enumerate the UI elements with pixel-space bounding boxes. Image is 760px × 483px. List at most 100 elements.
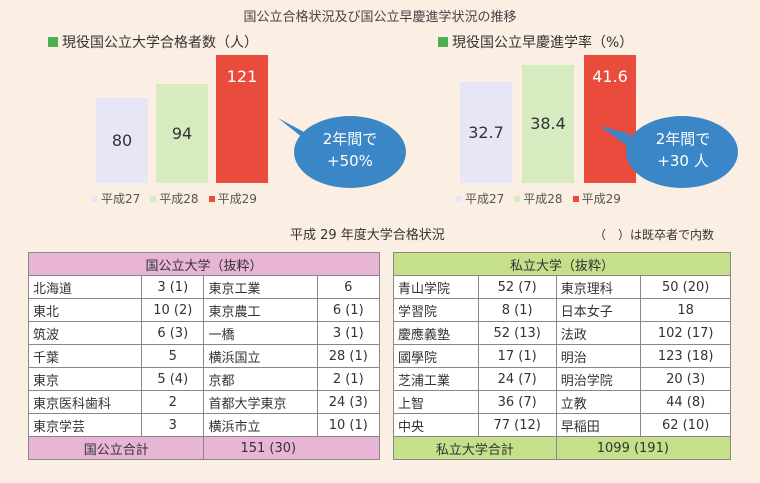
pass-count: 24 (3) xyxy=(316,390,380,414)
chart1-legend: 平成27 平成28 平成29 xyxy=(92,190,257,207)
university-name: 東京 xyxy=(27,367,143,391)
university-name: 横浜国立 xyxy=(203,344,318,368)
chart2-callout-line1: 2年間で xyxy=(655,130,711,148)
table-row: 上智 36 (7) 立教 44 (8) xyxy=(393,390,731,414)
university-name: 上智 xyxy=(393,390,479,414)
pass-count: 2 (1) xyxy=(316,367,380,391)
table-section-title: 平成 29 年度大学合格状況 xyxy=(290,228,445,243)
university-name: 東京工業 xyxy=(203,275,318,299)
pass-count: 17 (1) xyxy=(477,344,557,368)
university-name: 東京農工 xyxy=(203,298,318,322)
chart1-title: 現役国公立大学合格者数（人） xyxy=(48,32,258,52)
pass-count: 44 (8) xyxy=(640,390,731,414)
chart2-callout-line2: +30 人 xyxy=(657,152,709,170)
pass-count: 3 (1) xyxy=(141,275,205,299)
university-name: 明治 xyxy=(555,344,642,368)
university-name: 東北 xyxy=(27,298,143,322)
university-name: 東京理科 xyxy=(555,275,642,299)
page-title: 国公立合格状況及び国公立早慶進学状況の推移 xyxy=(243,10,517,25)
chart1-bar-0: 80 xyxy=(96,98,148,183)
legend-swatch xyxy=(92,196,98,202)
private-total-label: 私立大学合計 xyxy=(393,436,557,460)
private-table-header: 私立大学（抜粋） xyxy=(393,252,731,276)
chart2-bar-1: 38.4 xyxy=(522,64,574,183)
table-section-note: （ ）は既卒者で内数 xyxy=(594,228,715,242)
legend-label: 平成28 xyxy=(523,192,563,206)
pass-count: 24 (7) xyxy=(477,367,557,391)
university-name: 首都大学東京 xyxy=(203,390,318,414)
national-university-table: 国公立大学（抜粋） 北海道 3 (1) 東京工業 6 東北 10 (2) 東京農工 6 (1)… xyxy=(27,252,380,460)
pass-count: 52 (13) xyxy=(477,321,557,345)
legend-label: 平成27 xyxy=(101,192,141,206)
university-name: 京都 xyxy=(203,367,318,391)
legend-item: 平成29 xyxy=(208,190,257,207)
chart2-bar-0: 32.7 xyxy=(460,82,512,183)
pass-count: 28 (1) xyxy=(316,344,380,368)
university-name: 学習院 xyxy=(393,298,479,322)
university-name: 中央 xyxy=(393,413,479,437)
chart2-callout xyxy=(600,116,738,188)
table-row: 千葉 5 横浜国立 28 (1) xyxy=(27,344,380,368)
table-row: 学習院 8 (1) 日本女子 18 xyxy=(393,298,731,322)
pass-count: 62 (10) xyxy=(640,413,731,437)
legend-item: 平成28 xyxy=(150,190,199,207)
pass-count: 5 (4) xyxy=(141,367,205,391)
private-total-value: 1099 (191) xyxy=(555,436,732,460)
pass-count: 6 xyxy=(316,275,380,299)
chart2-title: 現役国公立早慶進学率（%） xyxy=(438,32,633,52)
green-square-icon xyxy=(48,37,58,47)
pass-count: 3 xyxy=(141,413,205,437)
pass-count: 6 (1) xyxy=(316,298,380,322)
legend-swatch xyxy=(514,196,521,202)
table-row: 筑波 6 (3) 一橋 3 (1) xyxy=(27,321,380,345)
university-name: 東京医科歯科 xyxy=(27,390,143,414)
pass-count: 77 (12) xyxy=(477,413,557,437)
table-row: 東京医科歯科 2 首都大学東京 24 (3) xyxy=(27,390,380,414)
legend-item: 平成28 xyxy=(514,190,563,207)
legend-swatch xyxy=(456,196,462,202)
chart2-callout-text: 2年間で +30 人 xyxy=(630,128,736,172)
table-row: 北海道 3 (1) 東京工業 6 xyxy=(27,275,380,299)
university-name: 東京学芸 xyxy=(27,413,143,437)
chart1-callout-line1: 2年間で xyxy=(322,130,378,148)
national-total-value: 151 (30) xyxy=(203,436,380,460)
legend-label: 平成27 xyxy=(465,192,505,206)
pass-count: 50 (20) xyxy=(640,275,731,299)
university-name: 青山学院 xyxy=(393,275,479,299)
chart1-callout-text: 2年間で +50% xyxy=(298,128,402,172)
pass-count: 6 (3) xyxy=(141,321,205,345)
legend-label: 平成29 xyxy=(581,192,621,206)
pass-count: 5 xyxy=(141,344,205,368)
legend-item: 平成27 xyxy=(456,190,504,207)
university-name: 早稲田 xyxy=(555,413,642,437)
legend-swatch xyxy=(150,196,157,202)
legend-item: 平成29 xyxy=(572,190,621,207)
chart1-bar-2: 121 xyxy=(216,55,268,183)
chart2-bar-2: 41.6 xyxy=(584,55,636,183)
chart1-bar-1: 94 xyxy=(156,83,208,183)
pass-count: 10 (2) xyxy=(141,298,205,322)
legend-swatch xyxy=(208,196,215,202)
chart2-title-text: 現役国公立早慶進学率（%） xyxy=(452,35,634,51)
university-name: 國學院 xyxy=(393,344,479,368)
table-row: 國學院 17 (1) 明治 123 (18) xyxy=(393,344,731,368)
university-name: 明治学院 xyxy=(555,367,642,391)
private-university-table: 私立大学（抜粋） 青山学院 52 (7) 東京理科 50 (20) 学習院 8 (1) 日本… xyxy=(393,252,732,460)
table-row: 中央 77 (12) 早稲田 62 (10) xyxy=(393,413,731,437)
green-square-icon xyxy=(438,37,448,47)
pass-count: 36 (7) xyxy=(477,390,557,414)
table-row: 青山学院 52 (7) 東京理科 50 (20) xyxy=(393,275,731,299)
table-row: 東京学芸 3 横浜市立 10 (1) xyxy=(27,413,380,437)
pass-count: 8 (1) xyxy=(477,298,557,322)
legend-label: 平成29 xyxy=(217,192,257,206)
legend-label: 平成28 xyxy=(159,192,199,206)
pass-count: 52 (7) xyxy=(477,275,557,299)
university-name: 慶應義塾 xyxy=(393,321,479,345)
university-name: 法政 xyxy=(555,321,642,345)
pass-count: 2 xyxy=(141,390,205,414)
national-table-header: 国公立大学（抜粋） xyxy=(28,252,380,276)
pass-count: 3 (1) xyxy=(316,321,380,345)
pass-count: 10 (1) xyxy=(316,413,380,437)
pass-count: 123 (18) xyxy=(640,344,731,368)
chart2-legend: 平成27 平成28 平成29 xyxy=(456,190,621,207)
